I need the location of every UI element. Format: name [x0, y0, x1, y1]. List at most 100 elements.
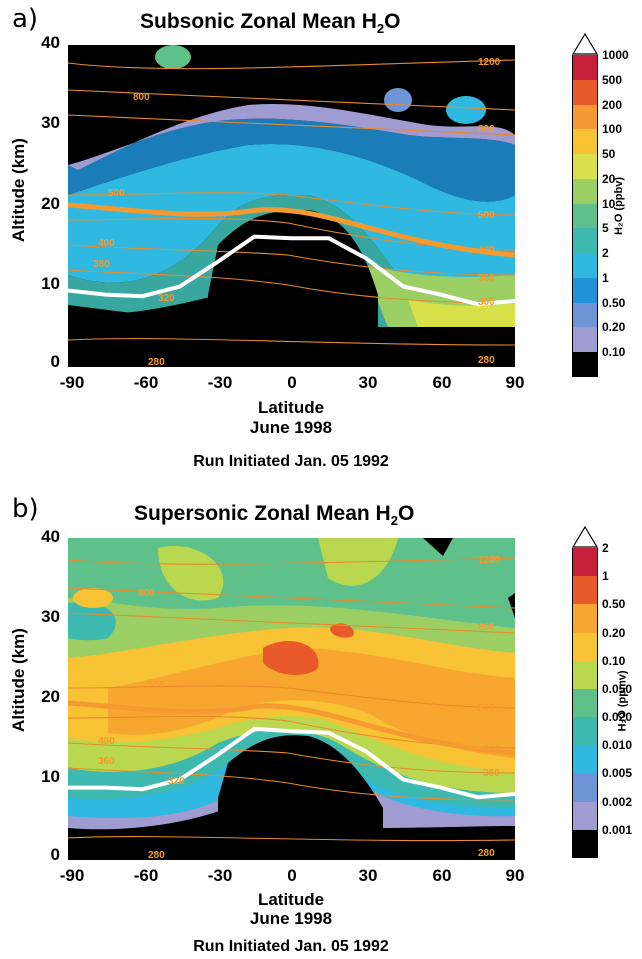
colorbar-title: H₂O (ppmv)	[616, 670, 629, 732]
isentrope-400	[68, 202, 515, 258]
y-axis-label: Altitude (km)	[9, 628, 28, 732]
isentrope	[68, 612, 515, 634]
heatmap-svg: 1200 800 800 500 500 400 400 360 360 320…	[68, 538, 515, 860]
colorbar-level-label: 0.001	[602, 822, 633, 837]
colorbar	[572, 548, 598, 858]
tropopause-line	[68, 234, 515, 307]
contour-label: 360	[478, 273, 495, 284]
colorbar-level-label: 0.20	[602, 320, 626, 335]
colorbar	[572, 55, 598, 377]
colorbar-segment	[572, 548, 598, 577]
patch	[446, 96, 486, 124]
colorbar-segment	[572, 352, 598, 377]
x-tick-label: 30	[358, 866, 378, 885]
colorbar-segment	[572, 104, 598, 130]
x-tick-label: 90	[505, 866, 525, 885]
colorbar-level-label: 0.10	[602, 345, 626, 360]
isentrope	[68, 836, 515, 842]
y-tick-label: 10	[41, 767, 60, 786]
x-tick-label: 0	[287, 866, 297, 885]
contour-label: 400	[483, 744, 500, 755]
colorbar-segment	[572, 277, 598, 303]
colorbar-level-label: 0.50	[602, 295, 626, 310]
contour-label: 360	[483, 768, 500, 779]
contour-label: 500	[478, 703, 495, 714]
colorbar-level-label: 1	[602, 270, 609, 285]
patch	[155, 45, 191, 69]
contour-label: 1200	[478, 57, 501, 68]
isentrope	[68, 338, 515, 346]
dry-top	[423, 538, 453, 556]
contour-label: 280	[478, 848, 495, 859]
upper-lightgreen	[158, 546, 224, 601]
isentrope	[68, 742, 515, 774]
isentrope	[68, 89, 515, 111]
x-tick-label: 0	[287, 373, 297, 392]
band-red	[330, 623, 354, 638]
colorbar-level-label: 10	[602, 196, 616, 211]
colorbar-title: H₂O (ppbv)	[613, 176, 626, 236]
colorbar-level-label: 5	[602, 221, 609, 236]
colorbar-segment	[572, 253, 598, 278]
panel-b: b) Supersonic Zonal Mean H2O Altitude (k…	[0, 490, 642, 959]
colorbar-level-label: 20	[602, 171, 616, 186]
colorbar-segment	[572, 178, 598, 204]
colorbar-segment	[572, 129, 598, 155]
plot-area: 1200 800 800 500 500 400 400 360 360 320…	[68, 538, 515, 860]
contour-label: 400	[478, 245, 495, 256]
x-axis-sublabel: June 1998	[249, 909, 333, 928]
moist-band-yellow	[408, 300, 515, 327]
colorbar-segment	[572, 632, 598, 661]
y-tick-label: 20	[41, 194, 60, 213]
x-axis-sublabel: June 1998	[249, 418, 333, 437]
colorbar-segment	[572, 55, 598, 80]
colorbar-level-label: 0.10	[602, 653, 626, 668]
colorbar-level-label: 2	[602, 541, 609, 555]
colorbar-level-label: 50	[602, 147, 616, 162]
colorbar-segment	[572, 829, 598, 858]
tropopause-line	[68, 726, 515, 800]
colorbar-segment	[572, 79, 598, 105]
y-tick-label: 0	[50, 352, 60, 371]
contour-label: 800	[138, 588, 155, 599]
colorbar-level-label: 0.010	[602, 738, 633, 753]
colorbar-segment	[572, 745, 598, 774]
contour-label: 400	[98, 238, 115, 249]
x-tick-label: -90	[59, 866, 85, 885]
y-tick-label: 40	[41, 33, 60, 52]
contour-label: 320	[168, 776, 185, 787]
y-tick-label: 30	[41, 113, 60, 132]
isentrope	[68, 192, 515, 216]
contour-label: 280	[148, 850, 165, 860]
contour-label: 1200	[478, 555, 501, 566]
x-tick-label: -90	[59, 373, 85, 392]
x-axis-label: Latitude	[257, 890, 325, 909]
isentrope	[68, 557, 515, 565]
colorbar-level-label: 100	[602, 122, 623, 137]
colorbar-level-label: 1000	[602, 48, 629, 62]
band-orange	[108, 648, 515, 758]
colorbar-level-label: 0.050	[602, 681, 633, 696]
x-axis-label: Latitude	[257, 398, 325, 417]
colorbar-level-label: 0.020	[602, 710, 633, 725]
isentrope	[68, 244, 515, 276]
colorbar-level-label: 0.50	[602, 597, 626, 612]
colorbar-segment	[572, 576, 598, 605]
colorbar-segment	[572, 717, 598, 746]
dry-bottom-right	[368, 327, 515, 367]
x-tick-label: -60	[133, 866, 159, 885]
dry-core	[218, 735, 383, 860]
patch	[384, 88, 412, 112]
dry-bottom	[68, 808, 228, 860]
moist-band-cyan	[68, 144, 515, 292]
x-tick-label: 60	[432, 373, 452, 392]
colorbar-level-label: 0.005	[602, 766, 633, 781]
contour-label: 360	[98, 756, 115, 767]
x-tick-label: -30	[207, 866, 233, 885]
y-tick-label: 30	[41, 607, 60, 626]
colorbar-segment	[572, 660, 598, 689]
isentrope	[68, 59, 515, 70]
panel-letter: a)	[12, 4, 39, 34]
contour-label: 800	[478, 124, 495, 135]
colorbar-segment	[572, 203, 598, 229]
